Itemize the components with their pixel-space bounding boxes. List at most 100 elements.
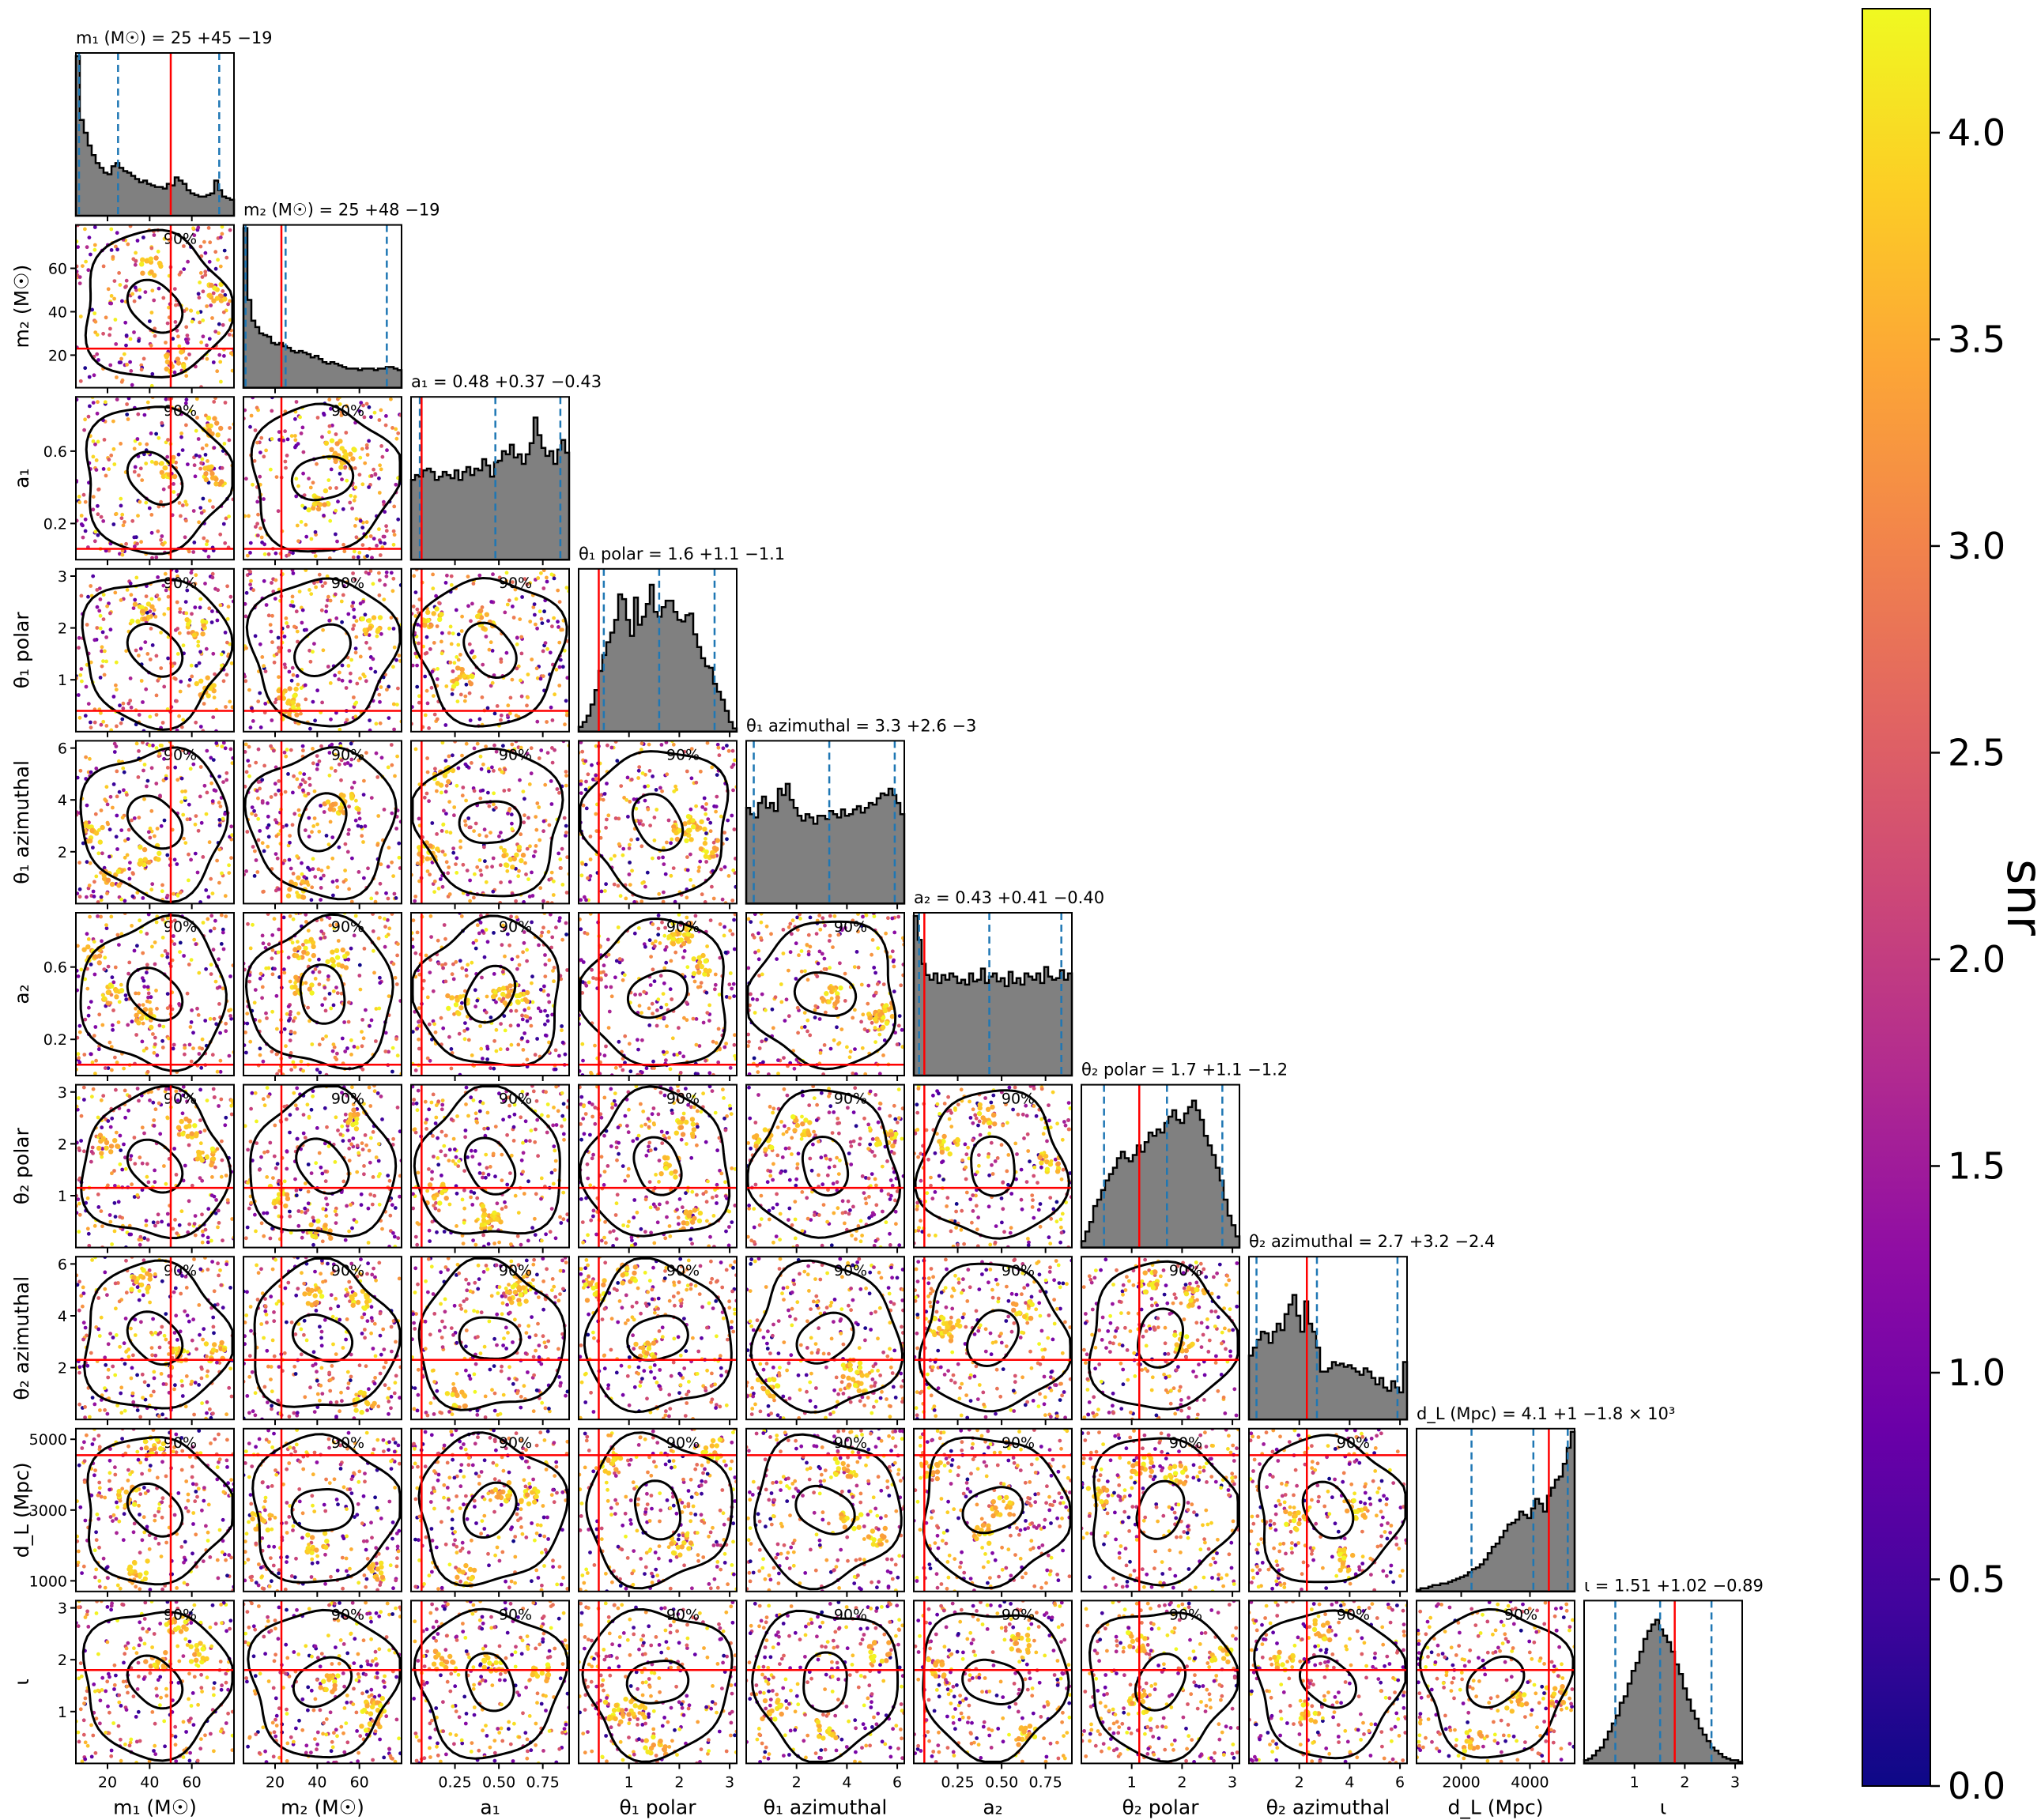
- sample-point: [172, 370, 177, 375]
- sample-point: [327, 398, 332, 402]
- sample-point: [121, 707, 126, 710]
- sample-point: [255, 499, 260, 504]
- sample-point: [447, 631, 451, 635]
- sample-point: [331, 1003, 336, 1008]
- sample-point: [125, 413, 130, 416]
- sample-point: [134, 1033, 139, 1037]
- sample-point: [162, 612, 167, 616]
- sample-point: [360, 616, 365, 622]
- sample-point: [387, 1049, 390, 1054]
- sample-point: [260, 985, 265, 989]
- sample-point: [864, 913, 869, 918]
- contour-inner: [631, 793, 685, 852]
- sample-point: [839, 1027, 844, 1031]
- sample-point: [339, 413, 344, 417]
- sample-point: [296, 682, 300, 687]
- sample-point: [539, 571, 543, 575]
- sample-point: [101, 519, 106, 523]
- sample-point: [428, 958, 432, 962]
- sample-point: [103, 1066, 108, 1070]
- sample-point: [275, 1027, 279, 1031]
- sample-point: [354, 517, 359, 521]
- sample-point: [452, 813, 456, 818]
- sample-point: [111, 1008, 115, 1012]
- sample-point: [220, 663, 224, 668]
- sample-point: [329, 766, 334, 771]
- sample-point: [138, 860, 144, 866]
- sample-point: [455, 783, 459, 788]
- sample-point: [289, 1029, 293, 1034]
- sample-point: [354, 535, 359, 540]
- sample-point: [816, 961, 821, 966]
- sample-point: [110, 975, 115, 980]
- sample-point: [161, 1024, 166, 1029]
- sample-point: [559, 627, 564, 632]
- sample-point: [352, 1045, 357, 1049]
- sample-point: [554, 667, 559, 672]
- sample-point: [131, 872, 135, 876]
- sample-point: [541, 649, 545, 654]
- sample-point: [108, 326, 112, 331]
- sample-point: [525, 948, 529, 952]
- sample-point: [383, 1049, 388, 1053]
- sample-point: [515, 967, 519, 971]
- sample-point: [640, 1070, 644, 1075]
- sample-point: [323, 935, 327, 940]
- sample-point: [553, 1048, 558, 1053]
- sample-point: [543, 1022, 547, 1027]
- sample-point: [160, 721, 165, 725]
- sample-point: [694, 823, 700, 830]
- sample-point: [101, 996, 108, 1001]
- sample-point: [505, 932, 510, 936]
- sample-point: [248, 541, 253, 545]
- sample-point: [160, 744, 164, 748]
- sample-point: [323, 985, 327, 990]
- sample-point: [145, 442, 149, 447]
- sample-point: [421, 978, 426, 983]
- sample-point: [456, 658, 461, 662]
- sample-point: [284, 616, 289, 620]
- sample-point: [317, 1042, 322, 1047]
- sample-point: [451, 850, 456, 855]
- sample-point: [459, 629, 464, 633]
- sample-point: [277, 887, 281, 891]
- sample-point: [248, 551, 252, 555]
- sample-point: [463, 989, 467, 993]
- sample-point: [229, 1016, 233, 1021]
- sample-point: [106, 1183, 110, 1188]
- sample-point: [482, 845, 486, 850]
- sample-point: [249, 578, 253, 583]
- sample-point: [218, 1069, 223, 1074]
- sample-point: [274, 793, 277, 797]
- ytick-label: 60: [48, 261, 67, 278]
- sample-point: [564, 834, 568, 838]
- sample-point: [256, 512, 260, 517]
- sample-point: [187, 352, 191, 356]
- sample-point: [200, 275, 205, 279]
- sample-point: [424, 688, 429, 693]
- sample-point: [714, 846, 719, 852]
- sample-point: [213, 330, 218, 333]
- sample-point: [764, 1008, 768, 1012]
- sample-point: [451, 669, 455, 673]
- sample-point: [148, 658, 153, 661]
- sample-point: [454, 676, 460, 683]
- sample-point: [308, 485, 313, 490]
- sample-point: [195, 416, 199, 420]
- sample-point: [349, 741, 353, 746]
- sample-point: [218, 603, 223, 608]
- sample-point: [836, 1042, 840, 1046]
- sample-point: [196, 639, 201, 644]
- sample-point: [556, 620, 560, 624]
- sample-point: [415, 607, 420, 612]
- sample-point: [149, 460, 154, 464]
- sample-point: [183, 535, 187, 540]
- sample-point: [484, 834, 489, 838]
- sample-point: [141, 616, 148, 622]
- sample-point: [881, 982, 886, 986]
- sample-point: [585, 932, 590, 936]
- sample-point: [200, 1037, 205, 1042]
- sample-point: [383, 541, 387, 545]
- sample-point: [441, 1026, 446, 1031]
- sample-point: [442, 923, 447, 927]
